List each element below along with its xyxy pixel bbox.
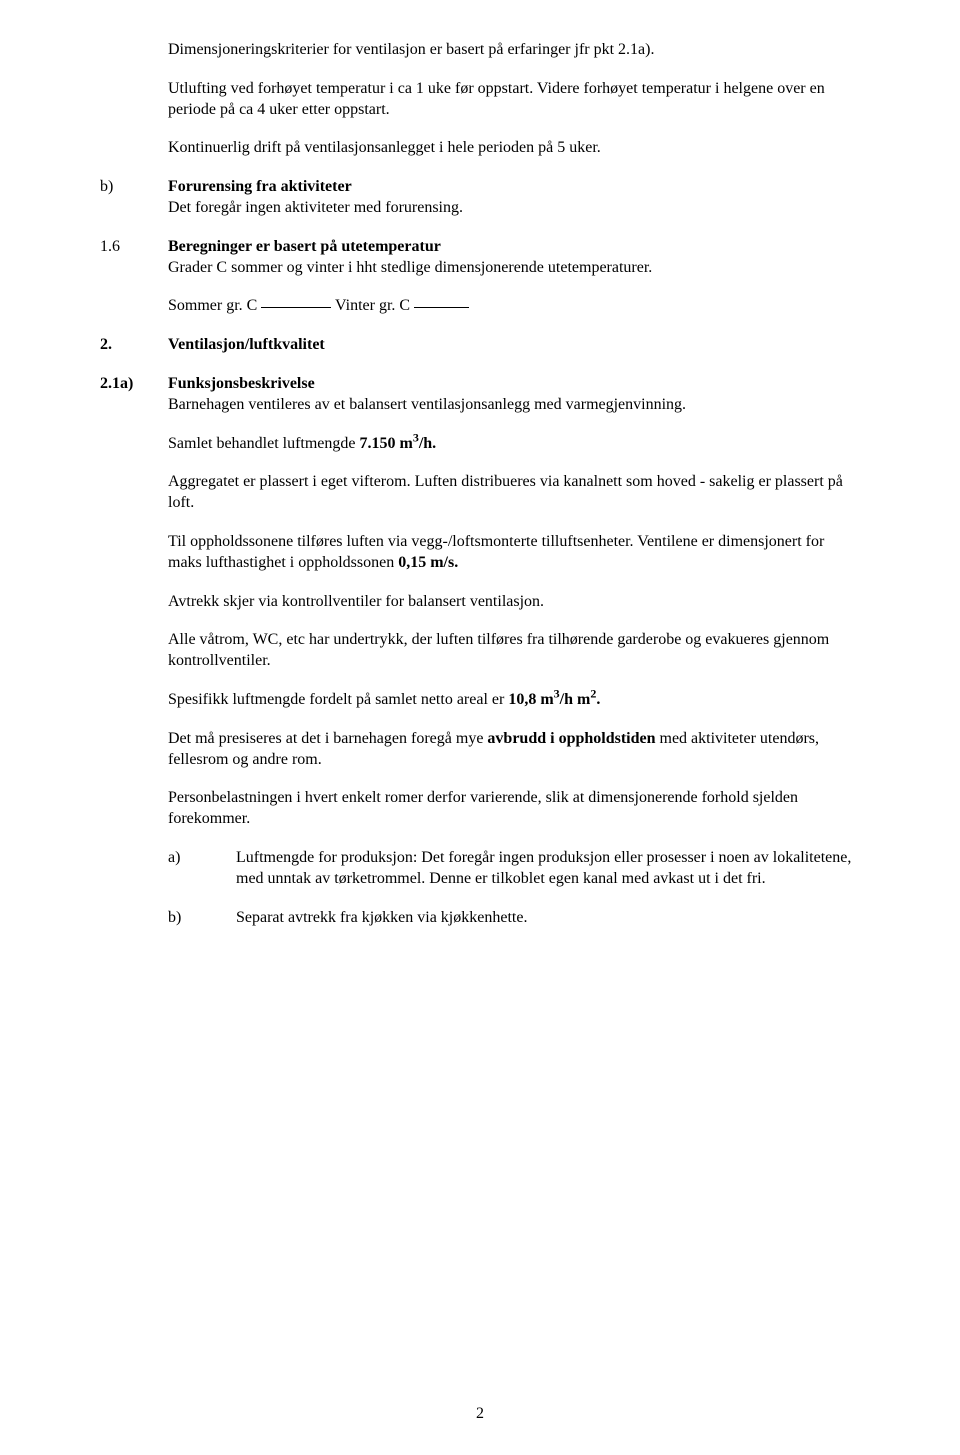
section-1-6: 1.6 Beregninger er basert på utetemperat…: [100, 237, 860, 279]
section-2-1a-p5: Avtrekk skjer via kontrollventiler for b…: [168, 592, 860, 613]
paragraph-dimensjonering: Dimensjoneringskriterier for ventilasjon…: [168, 40, 860, 61]
temperature-line: Sommer gr. C Vinter gr. C: [168, 296, 860, 317]
paragraph-kontinuerlig: Kontinuerlig drift på ventilasjonsanlegg…: [168, 138, 860, 159]
section-2-1a-p2: Samlet behandlet luftmengde 7.150 m3/h.: [168, 434, 860, 455]
section-2-1a-p3: Aggregatet er plassert i eget vifterom. …: [168, 472, 860, 514]
section-2: 2. Ventilasjon/luftkvalitet: [100, 335, 860, 356]
section-b: b) Forurensing fra aktiviteter Det foreg…: [100, 177, 860, 219]
section-2-1a-p9: Personbelastningen i hvert enkelt romer …: [168, 788, 860, 830]
section-b-body: Det foregår ingen aktiviteter med forure…: [168, 198, 860, 219]
section-b-title: Forurensing fra aktiviteter: [168, 178, 352, 195]
subsection-b-label: b): [168, 908, 236, 929]
section-1-6-title: Beregninger er basert på utetemperatur: [168, 238, 441, 255]
section-b-label: b): [100, 177, 168, 219]
section-2-1a-p8: Det må presiseres at det i barnehagen fo…: [168, 729, 860, 771]
section-1-6-label: 1.6: [100, 237, 168, 279]
section-2-1a-title: Funksjonsbeskrivelse: [168, 375, 315, 392]
page-number: 2: [0, 1404, 960, 1425]
section-2-1a-p6: Alle våtrom, WC, etc har undertrykk, der…: [168, 630, 860, 672]
section-2-1a-p4: Til oppholdssonene tilføres luften via v…: [168, 532, 860, 574]
section-2-1a-label: 2.1a): [100, 374, 168, 416]
subsection-a-body: Luftmengde for produksjon: Det foregår i…: [236, 848, 860, 890]
section-2-1a-p1: Barnehagen ventileres av et balansert ve…: [168, 395, 860, 416]
paragraph-utlufting: Utlufting ved forhøyet temperatur i ca 1…: [168, 79, 860, 121]
section-2-1a-p7: Spesifikk luftmengde fordelt på samlet n…: [168, 690, 860, 711]
section-2-1a: 2.1a) Funksjonsbeskrivelse Barnehagen ve…: [100, 374, 860, 416]
subsection-b-body: Separat avtrekk fra kjøkken via kjøkkenh…: [236, 908, 860, 929]
subsection-a-label: a): [168, 848, 236, 890]
section-2-title: Ventilasjon/luftkvalitet: [168, 336, 325, 353]
subsection-a: a) Luftmengde for produksjon: Det foregå…: [168, 848, 860, 890]
section-2-label: 2.: [100, 335, 168, 356]
subsection-b: b) Separat avtrekk fra kjøkken via kjøkk…: [168, 908, 860, 929]
section-1-6-body: Grader C sommer og vinter i hht stedlige…: [168, 258, 860, 279]
